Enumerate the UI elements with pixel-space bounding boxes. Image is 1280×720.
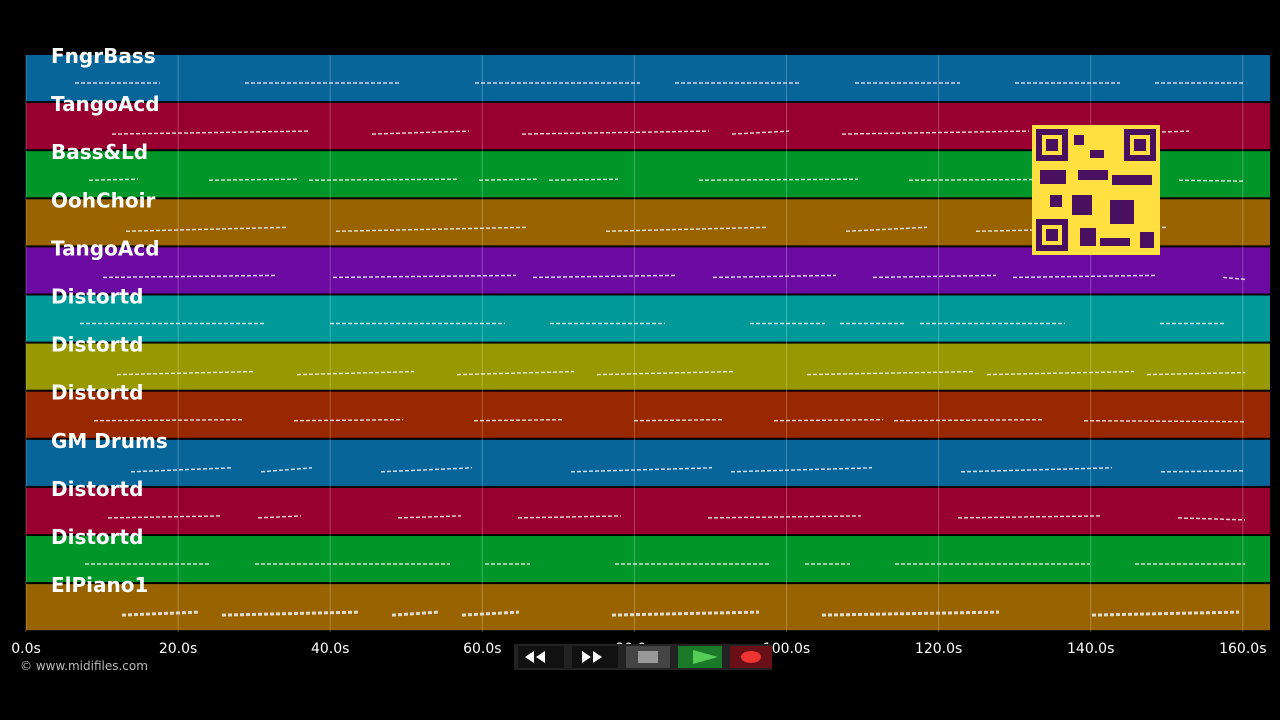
- qr-code: [1032, 125, 1160, 255]
- play-button[interactable]: [678, 646, 722, 668]
- tick-label: 160.0s: [1219, 641, 1266, 657]
- credit: © www.midifiles.com: [20, 659, 148, 673]
- notes: [121, 610, 1240, 617]
- tick-label: 100.0s: [763, 641, 810, 657]
- track-lane: [26, 55, 1270, 102]
- track-lane: [26, 584, 1270, 631]
- tick-label: 120.0s: [915, 641, 962, 657]
- notes: [125, 226, 1168, 233]
- track-name: Distortd: [51, 477, 143, 501]
- track-name: TangoAcd: [51, 236, 160, 260]
- tick-label: 40.0s: [311, 641, 349, 657]
- notes: [93, 418, 1246, 423]
- track-lane: [26, 439, 1270, 486]
- notes: [116, 370, 1246, 376]
- tick-label: 0.0s: [11, 641, 41, 657]
- notes: [130, 467, 1246, 473]
- notes: [107, 515, 1246, 521]
- notes: [111, 130, 1190, 135]
- track-name: Distortd: [51, 525, 143, 549]
- tick-label: 20.0s: [159, 641, 197, 657]
- time-axis: 0.0s20.0s40.0s60.0s80.0s100.0s120.0s140.…: [11, 641, 1266, 657]
- transport: [514, 644, 772, 670]
- notes: [75, 82, 1246, 617]
- track-lane: [26, 487, 1270, 534]
- track-name: OohChoir: [51, 188, 155, 212]
- track-name: TangoAcd: [51, 92, 160, 116]
- track-name: Distortd: [51, 381, 143, 405]
- track-name: ElPiano1: [51, 573, 148, 597]
- grid: [25, 55, 1244, 632]
- notes: [102, 274, 1246, 281]
- track-name: GM Drums: [51, 429, 168, 453]
- track-name: FngrBass: [51, 44, 156, 68]
- notes: [88, 178, 1246, 182]
- rewind-button[interactable]: [518, 646, 564, 668]
- stop-button[interactable]: [626, 646, 670, 668]
- forward-button[interactable]: [572, 646, 618, 668]
- track-name: Bass&Ld: [51, 140, 148, 164]
- tick-label: 140.0s: [1067, 641, 1114, 657]
- track-name: Distortd: [51, 333, 143, 357]
- track-lane: [26, 295, 1270, 342]
- tick-label: 60.0s: [463, 641, 501, 657]
- labels: FngrBass TangoAcd Bass&Ld OohChoir TangoAcd D…: [51, 44, 168, 597]
- track-lane: [26, 536, 1270, 583]
- track-lane: [26, 247, 1270, 294]
- track-lane: [26, 391, 1270, 438]
- record-button[interactable]: [730, 646, 772, 668]
- track-lane: [26, 343, 1270, 390]
- track-name: Distortd: [51, 285, 143, 309]
